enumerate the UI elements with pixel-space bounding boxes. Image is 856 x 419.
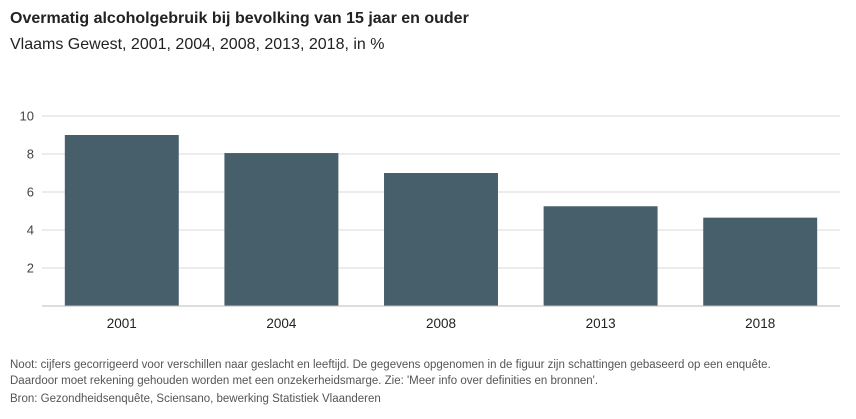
note-line-2: Daardoor moet rekening gehouden worden m… (10, 375, 599, 387)
bar-chart: 2 4 6 8 10 2001 2004 2008 2013 2018 (20, 109, 840, 331)
chart-subtitle: Vlaams Gewest, 2001, 2004, 2008, 2013, 2… (10, 36, 385, 53)
y-tick-label-4: 4 (27, 223, 34, 238)
axes: 2 4 6 8 10 2001 2004 2008 2013 2018 (20, 109, 840, 331)
x-tick-label-2001: 2001 (107, 316, 137, 331)
note-line-1: Noot: cijfers gecorrigeerd voor verschil… (10, 359, 771, 371)
y-tick-label-10: 10 (20, 109, 34, 124)
x-tick-label-2013: 2013 (586, 316, 616, 331)
y-tick-label-2: 2 (27, 261, 34, 276)
bar-2013 (543, 206, 658, 306)
chart-note: Noot: cijfers gecorrigeerd voor verschil… (10, 357, 850, 389)
chart-title: Overmatig alcoholgebruik bij bevolking v… (10, 10, 469, 27)
x-tick-label-2004: 2004 (266, 316, 297, 331)
bar-2018 (703, 217, 818, 306)
bar-2004 (224, 153, 339, 306)
x-tick-label-2018: 2018 (745, 316, 775, 331)
y-tick-label-8: 8 (27, 147, 34, 162)
y-tick-label-6: 6 (27, 185, 34, 200)
x-tick-label-2008: 2008 (426, 316, 456, 331)
bar-2008 (384, 173, 498, 306)
bar-2001 (64, 135, 179, 306)
chart-source: Bron: Gezondheidsenquête, Sciensano, bew… (10, 393, 381, 405)
bars (64, 135, 818, 306)
